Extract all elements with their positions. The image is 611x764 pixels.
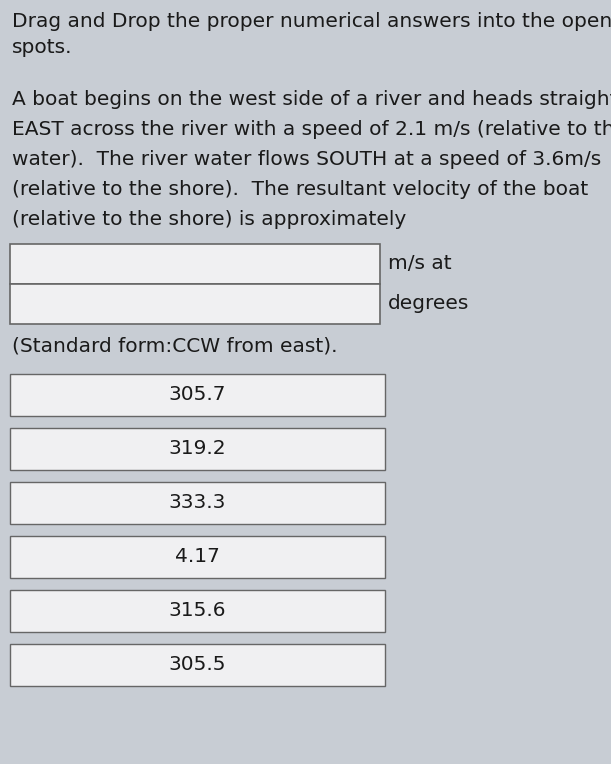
- Text: water).  The river water flows SOUTH at a speed of 3.6m/s: water). The river water flows SOUTH at a…: [12, 150, 601, 169]
- Text: EAST across the river with a speed of 2.1 m/s (relative to the: EAST across the river with a speed of 2.…: [12, 120, 611, 139]
- Text: m/s at: m/s at: [388, 254, 452, 273]
- Text: 4.17: 4.17: [175, 548, 220, 566]
- Text: Drag and Drop the proper numerical answers into the open: Drag and Drop the proper numerical answe…: [12, 12, 611, 31]
- Text: (Standard form:CCW from east).: (Standard form:CCW from east).: [12, 336, 337, 355]
- Text: 305.7: 305.7: [169, 386, 226, 404]
- Text: 315.6: 315.6: [169, 601, 226, 620]
- Text: 305.5: 305.5: [169, 656, 226, 675]
- Text: 319.2: 319.2: [169, 439, 226, 458]
- Text: spots.: spots.: [12, 38, 73, 57]
- Text: 333.3: 333.3: [169, 494, 226, 513]
- Text: A boat begins on the west side of a river and heads straight: A boat begins on the west side of a rive…: [12, 90, 611, 109]
- Text: (relative to the shore).  The resultant velocity of the boat: (relative to the shore). The resultant v…: [12, 180, 588, 199]
- Text: (relative to the shore) is approximately: (relative to the shore) is approximately: [12, 210, 406, 229]
- Text: degrees: degrees: [388, 294, 469, 313]
